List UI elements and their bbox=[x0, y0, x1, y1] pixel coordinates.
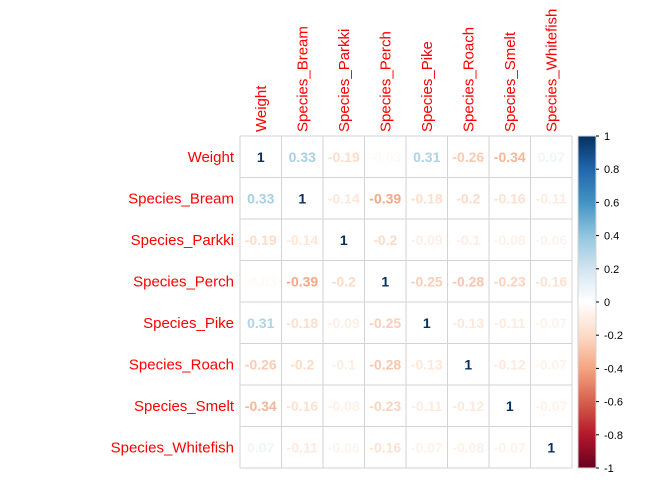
correlation-cell: -0.26 bbox=[245, 356, 277, 372]
row-label: Species_Roach bbox=[129, 356, 234, 373]
colorbar-tick-label: -0.6 bbox=[604, 397, 623, 409]
correlation-cell: -0.2 bbox=[332, 273, 356, 289]
correlation-cell: -0.39 bbox=[286, 273, 318, 289]
correlation-cell: -0.2 bbox=[373, 232, 397, 248]
correlation-cell: 1 bbox=[547, 439, 555, 455]
correlation-cell: -0.16 bbox=[494, 190, 526, 206]
correlation-cell: -0.34 bbox=[245, 398, 277, 414]
correlation-cell: -0.09 bbox=[411, 232, 443, 248]
correlation-cell: -0.18 bbox=[286, 315, 318, 331]
correlation-cell: -0.14 bbox=[286, 232, 318, 248]
correlation-cell: -0.03 bbox=[245, 273, 277, 289]
correlation-cell: -0.16 bbox=[286, 398, 318, 414]
correlation-cell: 0.33 bbox=[289, 149, 316, 165]
correlation-cell: -0.08 bbox=[328, 398, 360, 414]
correlation-cell: -0.11 bbox=[494, 315, 525, 331]
column-label: Weight bbox=[253, 85, 270, 132]
correlation-cell: -0.03 bbox=[369, 149, 401, 165]
colorbar-tick-label: 0.6 bbox=[604, 197, 619, 209]
correlation-cell: 0.31 bbox=[247, 315, 274, 331]
correlation-cell: 0.33 bbox=[247, 190, 274, 206]
correlation-cell: -0.13 bbox=[452, 315, 484, 331]
column-label: Species_Parkki bbox=[336, 29, 353, 132]
correlation-cell: -0.23 bbox=[494, 273, 526, 289]
column-label: Species_Smelt bbox=[502, 31, 519, 132]
correlation-cell: 0.07 bbox=[247, 439, 274, 455]
correlation-cell: -0.28 bbox=[369, 356, 401, 372]
correlation-cell: -0.26 bbox=[452, 149, 484, 165]
colorbar-tick-label: 1 bbox=[604, 131, 610, 143]
correlation-cell: -0.12 bbox=[452, 398, 484, 414]
correlation-cell: -0.19 bbox=[245, 232, 277, 248]
row-label: Species_Pike bbox=[143, 315, 234, 332]
correlation-cell: -0.23 bbox=[369, 398, 401, 414]
correlation-cell: 0.07 bbox=[538, 149, 565, 165]
correlation-cell: -0.12 bbox=[494, 356, 526, 372]
correlation-cell: 1 bbox=[381, 273, 389, 289]
correlation-cell: -0.14 bbox=[328, 190, 360, 206]
correlation-cell: -0.11 bbox=[287, 439, 318, 455]
correlation-cell: -0.11 bbox=[536, 190, 567, 206]
correlation-cell: -0.08 bbox=[494, 232, 526, 248]
colorbar-tick-label: 0.2 bbox=[604, 264, 619, 276]
correlation-cell: -0.08 bbox=[452, 439, 484, 455]
column-label: Species_Whitefish bbox=[543, 9, 560, 132]
correlation-cell: 1 bbox=[464, 356, 472, 372]
correlation-cell: -0.1 bbox=[456, 232, 480, 248]
correlation-cell: -0.11 bbox=[411, 398, 442, 414]
correlation-cell: 1 bbox=[257, 149, 265, 165]
correlation-cell: -0.28 bbox=[452, 273, 484, 289]
correlation-cell: 1 bbox=[506, 398, 514, 414]
correlation-cell: -0.25 bbox=[411, 273, 443, 289]
column-label: Species_Roach bbox=[460, 27, 477, 132]
correlation-cell: -0.07 bbox=[494, 439, 526, 455]
correlation-cell: -0.16 bbox=[369, 439, 401, 455]
column-label: Species_Bream bbox=[294, 26, 311, 132]
colorbar-tick-label: 0 bbox=[604, 297, 610, 309]
colorbar-tick-label: 0.4 bbox=[604, 231, 619, 243]
correlation-cell: -0.16 bbox=[535, 273, 567, 289]
correlation-cell: -0.13 bbox=[411, 356, 443, 372]
correlation-cell: -0.06 bbox=[535, 232, 567, 248]
correlation-cell: -0.19 bbox=[328, 149, 360, 165]
correlation-cell: -0.34 bbox=[494, 149, 526, 165]
correlation-cell: 1 bbox=[340, 232, 348, 248]
correlation-cell: -0.1 bbox=[332, 356, 356, 372]
correlation-cell: -0.18 bbox=[411, 190, 443, 206]
row-label: Weight bbox=[188, 149, 235, 166]
correlation-cell: -0.39 bbox=[369, 190, 401, 206]
colorbar-tick-label: -1 bbox=[604, 463, 614, 475]
correlation-cell: -0.2 bbox=[290, 356, 314, 372]
colorbar bbox=[577, 135, 597, 469]
colorbar-tick-label: -0.4 bbox=[604, 363, 623, 375]
colorbar-tick-label: -0.8 bbox=[604, 430, 623, 442]
correlation-cell: 0.31 bbox=[413, 149, 440, 165]
correlation-cell: 1 bbox=[298, 190, 306, 206]
correlation-cell: -0.07 bbox=[535, 356, 567, 372]
correlation-cell: 1 bbox=[423, 315, 431, 331]
column-label: Species_Pike bbox=[419, 41, 436, 132]
row-label: Species_Parkki bbox=[131, 232, 234, 249]
row-label: Species_Perch bbox=[133, 273, 234, 290]
correlation-cell: -0.06 bbox=[328, 439, 360, 455]
row-label: Species_Smelt bbox=[134, 398, 235, 415]
row-label: Species_Whitefish bbox=[111, 439, 234, 456]
colorbar-tick-label: -0.2 bbox=[604, 330, 623, 342]
correlation-cell: -0.07 bbox=[411, 439, 443, 455]
correlation-cell: -0.07 bbox=[535, 398, 567, 414]
correlation-cell: -0.07 bbox=[535, 315, 567, 331]
colorbar-tick-label: 0.8 bbox=[604, 164, 619, 176]
column-label: Species_Perch bbox=[377, 31, 394, 132]
row-label: Species_Bream bbox=[128, 190, 234, 207]
correlation-cell: -0.09 bbox=[328, 315, 360, 331]
correlation-cell: -0.25 bbox=[369, 315, 401, 331]
correlation-cell: -0.2 bbox=[456, 190, 480, 206]
